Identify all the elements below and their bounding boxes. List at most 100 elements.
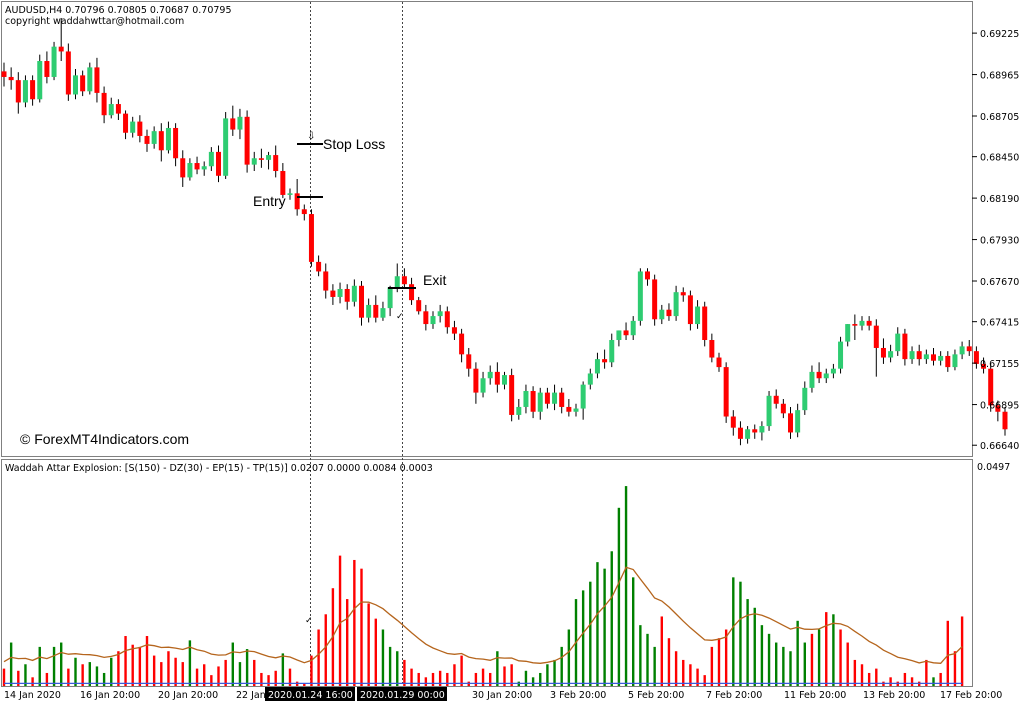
- histogram-bar: [210, 675, 213, 686]
- histogram-bar: [224, 659, 227, 686]
- candle-body: [330, 290, 336, 297]
- histogram-bar: [803, 642, 806, 686]
- histogram-bar: [903, 672, 907, 686]
- exit-label: Exit: [423, 272, 446, 288]
- indicator-pane[interactable]: [1, 459, 973, 687]
- candle-body: [523, 391, 529, 407]
- candle-body: [888, 351, 894, 358]
- histogram-bar: [145, 636, 149, 686]
- histogram-bar: [353, 559, 356, 686]
- histogram-bar: [739, 581, 742, 686]
- histogram-bar: [17, 670, 20, 686]
- candle-body: [115, 104, 121, 114]
- candle-body: [816, 371, 822, 379]
- histogram-bar: [646, 633, 649, 686]
- histogram-bar: [24, 664, 27, 686]
- histogram-bar: [560, 646, 563, 686]
- histogram-bar: [2, 668, 6, 686]
- histogram-bar: [367, 603, 370, 686]
- candle-body: [931, 354, 936, 361]
- price-pane[interactable]: [1, 1, 973, 457]
- histogram-bar: [260, 672, 263, 686]
- candle-body: [194, 163, 200, 170]
- candle-body: [537, 392, 543, 412]
- candle-body: [580, 384, 586, 409]
- price-axis: 0.69225 0.68965 0.68705 0.68450 0.68190 0.679…: [972, 29, 1019, 452]
- candle-body: [373, 304, 379, 318]
- candle-body: [173, 127, 179, 159]
- histogram-bar: [288, 668, 292, 686]
- candle-body: [916, 351, 922, 360]
- histogram-bar: [138, 646, 142, 686]
- histogram-bar: [524, 670, 528, 686]
- histogram-bar: [653, 646, 656, 686]
- histogram-bar: [67, 668, 70, 686]
- candle-body: [258, 158, 264, 160]
- candle-body: [623, 330, 629, 336]
- histogram-bar: [52, 646, 56, 686]
- candle-body: [680, 292, 686, 296]
- price-tick-label: 0.67930: [980, 236, 1019, 247]
- candle-body: [866, 320, 872, 326]
- price-tick-label: 0.68965: [980, 71, 1019, 82]
- candle-body: [187, 163, 193, 178]
- histogram-bar: [910, 677, 914, 686]
- candle-body: [459, 333, 465, 355]
- symbol-header: AUDUSD,H4 0.70796 0.70805 0.70687 0.7079…: [5, 5, 232, 16]
- candle-body: [609, 340, 615, 363]
- histogram-bar: [946, 620, 949, 686]
- candle-body: [880, 347, 886, 358]
- time-label: 7 Feb 20:00: [706, 690, 762, 701]
- price-tick-label: 0.66895: [980, 401, 1019, 412]
- histogram-bar: [346, 599, 349, 686]
- indicator-scale-max: 0.0497: [977, 462, 1010, 473]
- price-tick-label: 0.68705: [980, 112, 1019, 123]
- histogram-bar: [453, 664, 456, 686]
- candle-body: [552, 392, 558, 404]
- candle-body: [201, 166, 207, 170]
- time-label: 14 Jan 2020: [4, 690, 61, 701]
- candle-body: [30, 80, 36, 100]
- candle-body: [437, 311, 443, 317]
- entry-label: Entry: [253, 193, 286, 209]
- candle-body: [702, 306, 708, 340]
- price-tick-label: 0.68190: [980, 194, 1019, 205]
- candle-body: [673, 292, 679, 317]
- histogram-bar: [789, 651, 792, 686]
- histogram-bar: [481, 668, 485, 686]
- histogram-bar: [853, 659, 857, 686]
- histogram-bar: [660, 616, 663, 686]
- histogram-bar: [724, 629, 728, 686]
- histogram-bar: [682, 659, 685, 686]
- candle-body: [1, 71, 7, 77]
- candle-body: [387, 287, 393, 309]
- histogram-bar: [825, 612, 828, 686]
- histogram-bar: [102, 672, 106, 686]
- entry-check-icon: ✓: [305, 616, 313, 626]
- histogram-bar: [160, 662, 163, 686]
- candle-body: [237, 116, 243, 130]
- histogram-bar: [767, 633, 771, 686]
- histogram-bar: [860, 664, 864, 686]
- candle-body: [666, 309, 672, 317]
- candle-body: [716, 357, 722, 368]
- candle-body: [51, 46, 57, 77]
- candle-body: [323, 271, 329, 291]
- candle-body: [94, 67, 100, 93]
- candle-body: [502, 375, 507, 385]
- candle-body: [351, 285, 357, 302]
- candle-body: [544, 392, 550, 404]
- candle-body: [359, 285, 364, 318]
- candle-body: [287, 193, 293, 195]
- time-label: 20 Jan 20:00: [158, 690, 218, 701]
- histogram-bar: [960, 616, 964, 686]
- candle-body: [416, 300, 422, 312]
- candle-body: [859, 320, 865, 326]
- histogram-bar: [281, 653, 285, 686]
- candle-body: [337, 288, 343, 297]
- histogram-bar: [274, 670, 277, 686]
- candle-body: [409, 284, 415, 301]
- candle-body: [780, 403, 786, 414]
- candle-body: [895, 333, 901, 352]
